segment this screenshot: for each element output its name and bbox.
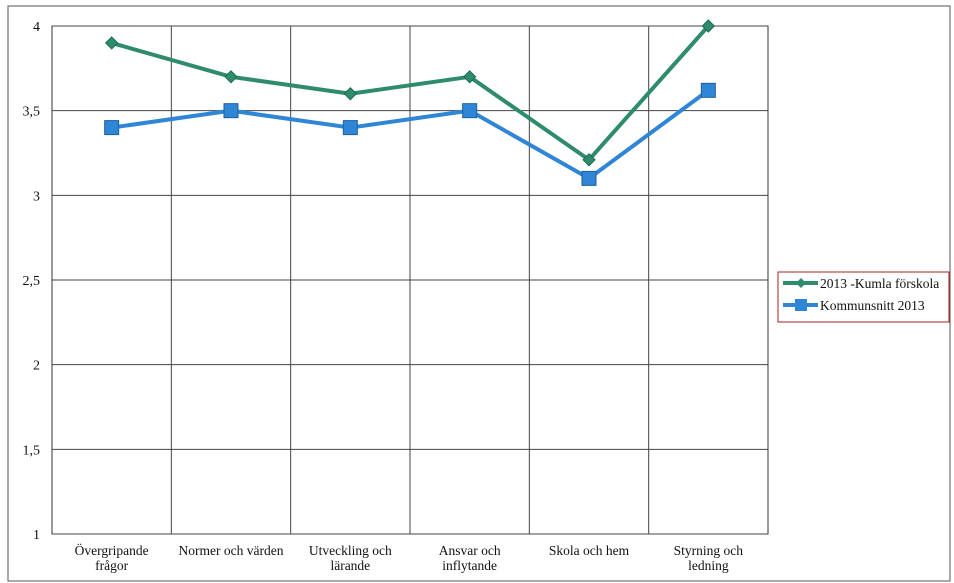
data-point-diamond bbox=[104, 36, 119, 50]
x-tick-label-line: Övergripande bbox=[75, 543, 149, 558]
x-tick-label-line: ledning bbox=[688, 558, 729, 573]
x-tick-label: Övergripande frågor bbox=[75, 543, 149, 573]
data-point-diamond bbox=[224, 70, 238, 84]
y-tick-label: 3,5 bbox=[23, 105, 41, 120]
y-tick-label: 2,5 bbox=[23, 274, 41, 289]
data-point-square bbox=[342, 120, 358, 136]
data-point-square bbox=[581, 170, 597, 186]
legend-box bbox=[777, 271, 950, 323]
x-tick-label-line: Ansvar och bbox=[439, 543, 501, 558]
y-tick-label: 3 bbox=[33, 189, 40, 204]
x-tick-label: Utveckling och lärande bbox=[309, 543, 392, 573]
x-axis-tick-labels: Övergripande frågor Normer och värden Utvec… bbox=[75, 543, 744, 573]
x-tick-label-line: Styrning och bbox=[674, 543, 744, 558]
legend-label: 2013 -Kumla förskola bbox=[820, 276, 939, 291]
x-tick-label: Styrning och ledning bbox=[674, 543, 744, 573]
x-tick-label-line: Normer och värden bbox=[179, 543, 284, 558]
x-tick-label: Ansvar och inflytande bbox=[439, 543, 501, 573]
data-point-square bbox=[223, 103, 239, 119]
y-tick-label: 4 bbox=[33, 20, 40, 35]
y-axis-tick-labels: 1 1,5 2 2,5 3 3,5 4 bbox=[23, 20, 41, 543]
data-point-diamond bbox=[582, 153, 596, 167]
legend: 2013 -Kumla förskola Kommunsnitt 2013 bbox=[777, 271, 950, 323]
legend-marker-diamond bbox=[796, 278, 806, 288]
y-tick-label: 1,5 bbox=[23, 443, 41, 458]
y-tick-label: 1 bbox=[33, 528, 40, 543]
x-tick-label-line: Skola och hem bbox=[549, 543, 630, 558]
data-point-square bbox=[104, 120, 120, 136]
data-point-square bbox=[700, 82, 716, 98]
series-line bbox=[111, 88, 710, 181]
x-tick-label: Normer och värden bbox=[179, 543, 284, 558]
x-tick-label-line: lärande bbox=[330, 558, 370, 573]
data-point-diamond bbox=[462, 70, 477, 84]
legend-marker-square bbox=[795, 299, 807, 311]
series-line bbox=[111, 24, 710, 162]
series-layer bbox=[104, 19, 716, 186]
data-point-diamond bbox=[343, 87, 358, 101]
x-tick-label-line: frågor bbox=[95, 558, 128, 573]
x-tick-label-line: inflytande bbox=[442, 558, 497, 573]
x-tick-label-line: Utveckling och bbox=[309, 543, 392, 558]
data-point-diamond bbox=[701, 19, 716, 33]
x-tick-label: Skola och hem bbox=[549, 543, 630, 558]
y-tick-label: 2 bbox=[33, 359, 40, 374]
vertical-gridlines bbox=[170, 26, 650, 534]
legend-label: Kommunsnitt 2013 bbox=[820, 298, 925, 313]
data-point-square bbox=[462, 103, 478, 119]
